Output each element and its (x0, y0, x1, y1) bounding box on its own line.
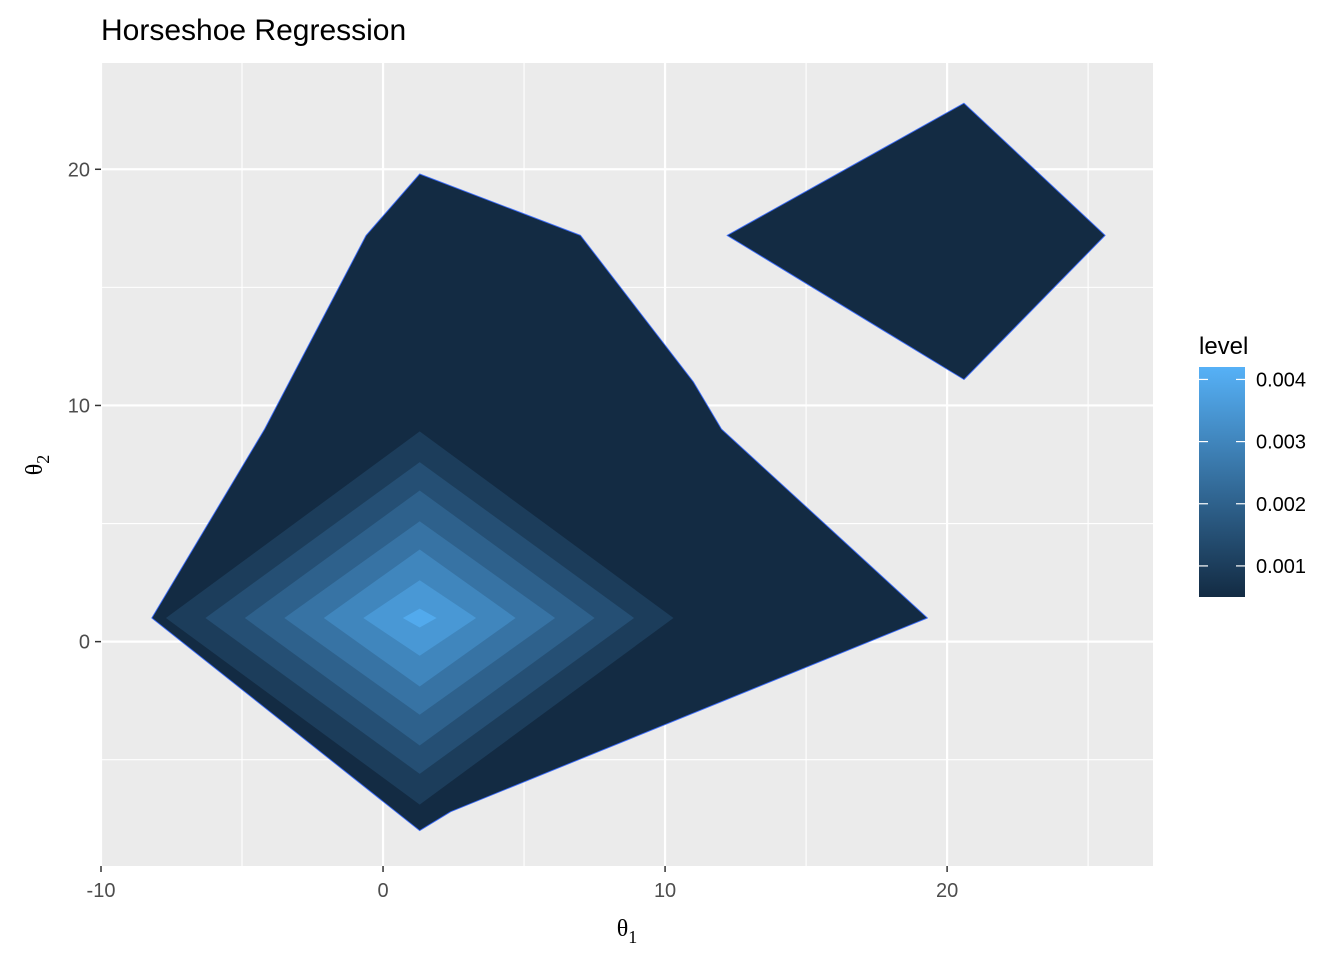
x-tick-label: -10 (87, 880, 116, 902)
legend: level 0.001 0.002 0.003 0.004 (1199, 333, 1306, 597)
contour-region-9 (402, 608, 437, 628)
legend-title: level (1199, 333, 1248, 360)
legend-colorbar (1199, 367, 1245, 597)
legend-label: 0.004 (1256, 369, 1306, 391)
x-axis: -10 0 10 20 (87, 866, 958, 902)
x-tick-label: 0 (377, 880, 388, 902)
legend-label: 0.001 (1256, 556, 1306, 578)
y-axis: 0 10 20 (68, 159, 101, 654)
chart-title: Horseshoe Regression (101, 14, 406, 47)
x-axis-title-symbol: θ (617, 916, 629, 942)
legend-label: 0.003 (1256, 432, 1306, 454)
y-tick-label: 10 (68, 395, 90, 417)
y-tick-label: 0 (79, 632, 90, 654)
x-axis-title: θ1 (617, 916, 638, 947)
x-tick-label: 10 (654, 880, 676, 902)
legend-label: 0.002 (1256, 494, 1306, 516)
y-axis-title-subscript: 2 (33, 455, 53, 464)
contour-region-2 (726, 102, 1106, 380)
contour-regions (151, 102, 1106, 832)
legend-ticks: 0.001 0.002 0.003 0.004 (1199, 369, 1306, 578)
y-axis-title: θ2 (22, 455, 53, 476)
x-axis-title-subscript: 1 (628, 927, 637, 947)
y-tick-label: 20 (68, 159, 90, 181)
y-axis-title-symbol: θ (22, 464, 48, 476)
x-tick-label: 20 (936, 880, 958, 902)
